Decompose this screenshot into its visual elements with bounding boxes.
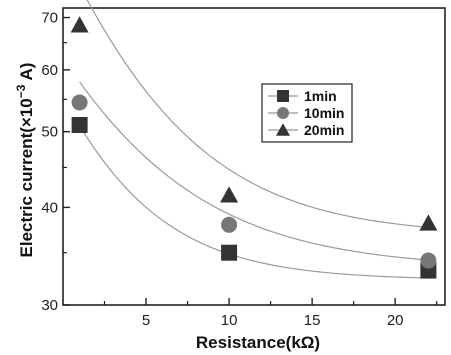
legend-label: 20min [304, 122, 344, 138]
x-tick-label: 10 [221, 312, 238, 329]
fit-curve-1min [79, 125, 429, 279]
data-points [70, 16, 438, 279]
plot-frame [62, 7, 446, 306]
data-point-10min [221, 216, 238, 233]
data-point-20min [70, 16, 89, 33]
data-point-1min [221, 244, 238, 261]
y-axis-title-exponent: −3 [14, 84, 28, 98]
y-tick-label: 30 [41, 297, 58, 314]
x-tick-label: 15 [304, 312, 321, 329]
data-point-10min [420, 252, 437, 269]
fit-curve-10min [79, 81, 429, 261]
y-axis-title: Electric current(×10−3 A) [14, 63, 36, 258]
legend-marker-1min [277, 90, 289, 102]
legend-label: 10min [304, 105, 344, 121]
x-tick-label: 5 [142, 312, 150, 329]
data-point-20min [419, 214, 438, 231]
fit-curves [79, 0, 429, 279]
data-point-10min [71, 94, 88, 111]
y-tick-label: 60 [41, 62, 58, 79]
y-tick-label: 40 [41, 199, 58, 216]
legend-marker-10min [277, 107, 289, 119]
axes: 5 10 15 20 30 40 50 60 70 [41, 7, 446, 329]
y-tick-label: 50 [41, 124, 58, 141]
y-axis-title-unit: A) [17, 63, 36, 85]
data-point-20min [220, 186, 239, 203]
x-tick-label: 20 [387, 312, 404, 329]
data-point-1min [71, 116, 88, 133]
y-axis-title-main: Electric current(×10 [17, 98, 36, 257]
x-axis-title: Resistance(kΩ) [196, 333, 320, 352]
legend-label: 1min [304, 88, 337, 104]
legend-marker-20min [276, 123, 290, 136]
y-tick-label: 70 [41, 10, 58, 27]
fit-curve-20min [86, 0, 429, 228]
